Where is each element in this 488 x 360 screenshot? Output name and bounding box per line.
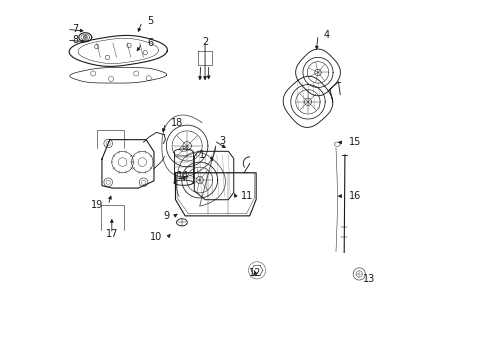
Text: 14: 14 <box>177 171 189 181</box>
Text: 4: 4 <box>323 30 329 40</box>
Text: 6: 6 <box>147 38 154 48</box>
Text: 11: 11 <box>241 191 253 201</box>
Text: 5: 5 <box>147 17 154 27</box>
Circle shape <box>83 35 87 40</box>
Text: 1: 1 <box>199 150 204 160</box>
Text: 8: 8 <box>72 35 79 45</box>
Text: 2: 2 <box>202 37 208 47</box>
Text: 17: 17 <box>105 229 118 239</box>
Text: 18: 18 <box>171 118 183 128</box>
Text: 7: 7 <box>72 24 79 35</box>
Text: 19: 19 <box>90 200 102 210</box>
Text: 3: 3 <box>219 136 225 145</box>
Text: 10: 10 <box>149 232 162 242</box>
Text: 15: 15 <box>348 138 360 147</box>
Text: 9: 9 <box>163 211 169 221</box>
Text: 16: 16 <box>348 191 360 201</box>
Text: 13: 13 <box>362 274 374 284</box>
Text: 12: 12 <box>248 268 261 278</box>
